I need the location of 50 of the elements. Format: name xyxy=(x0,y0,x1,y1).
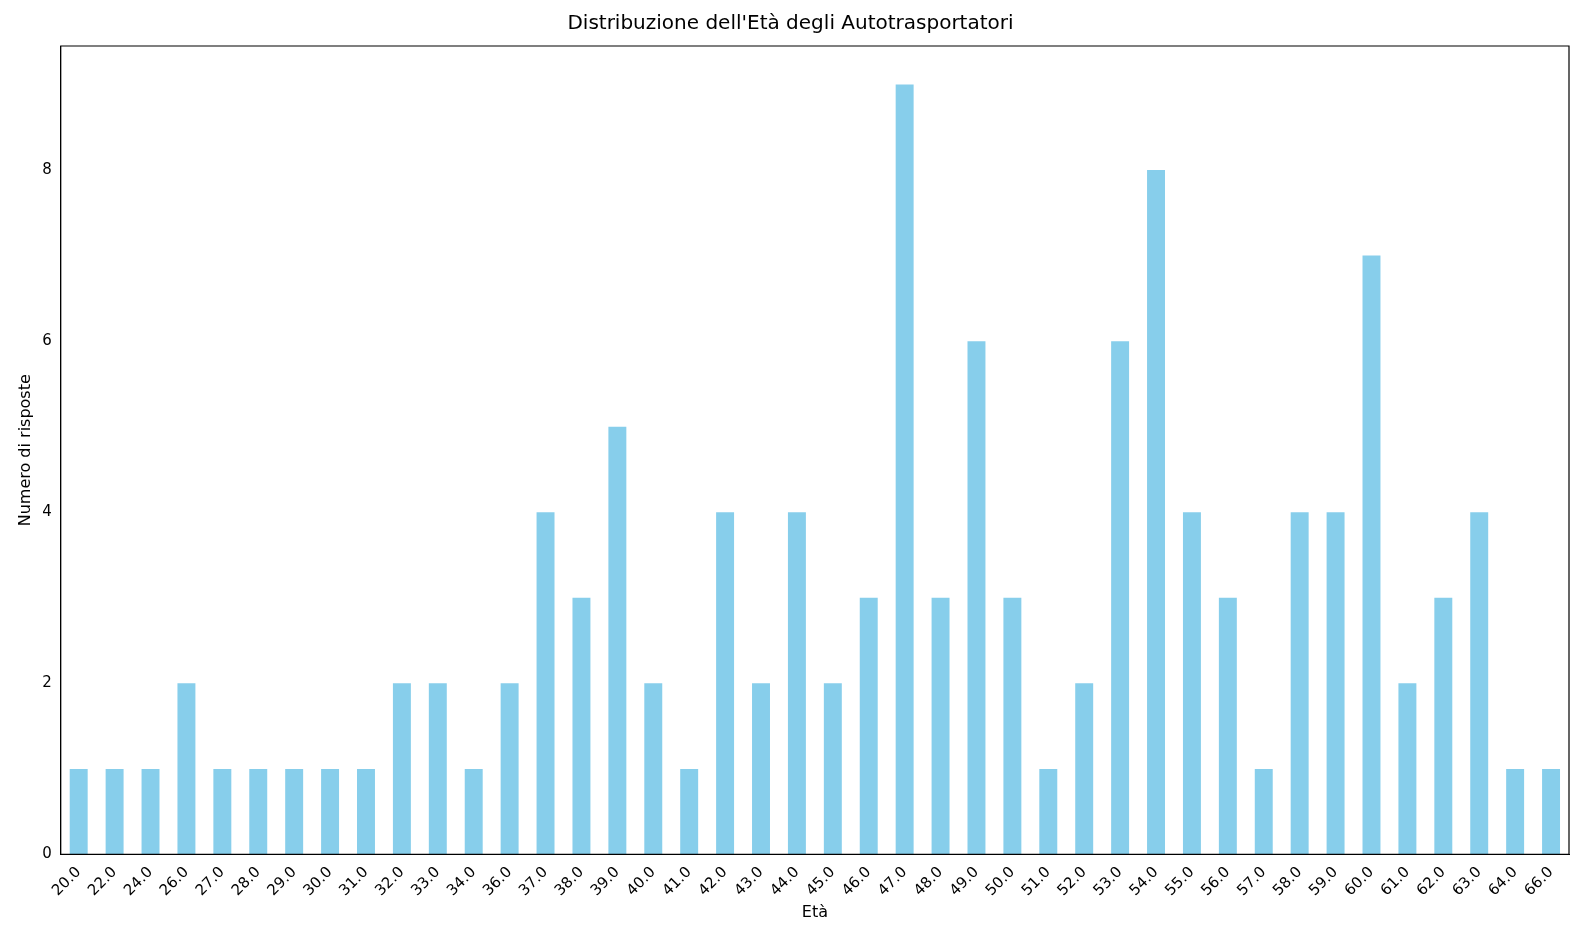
bar xyxy=(823,683,842,855)
y-tick-label: 4 xyxy=(42,502,52,521)
bar xyxy=(105,768,124,855)
bar xyxy=(285,768,304,855)
bar xyxy=(572,597,591,855)
bar xyxy=(321,768,340,855)
bar xyxy=(752,683,770,855)
bar xyxy=(428,683,447,855)
bar xyxy=(536,512,555,855)
bar xyxy=(1147,170,1165,855)
bar xyxy=(967,341,986,855)
y-axis-title: Numero di risposte xyxy=(14,374,34,527)
bar xyxy=(716,512,735,855)
bar xyxy=(69,768,88,855)
bar xyxy=(357,768,375,855)
bar xyxy=(1254,768,1273,855)
bar xyxy=(1039,768,1058,855)
bar xyxy=(1075,683,1094,855)
y-tick-label: 0 xyxy=(42,844,52,863)
x-axis-title: Età xyxy=(801,901,828,921)
bar xyxy=(1470,512,1489,855)
bar xyxy=(1362,255,1381,855)
bar xyxy=(1506,768,1525,855)
bar xyxy=(931,597,950,855)
bar xyxy=(1326,512,1345,855)
bar xyxy=(1182,512,1201,855)
bar xyxy=(680,768,699,855)
bar xyxy=(644,683,663,855)
bar xyxy=(608,426,627,855)
bar xyxy=(1218,597,1237,855)
bar xyxy=(500,683,519,855)
y-tick-label: 2 xyxy=(42,673,52,692)
bar xyxy=(859,597,878,855)
bar xyxy=(249,768,268,855)
bar xyxy=(1290,512,1309,855)
bar xyxy=(895,84,914,855)
bar xyxy=(141,768,160,855)
y-tick-label: 6 xyxy=(42,331,52,350)
bar xyxy=(464,768,483,855)
y-tick-label: 8 xyxy=(42,159,52,178)
bar xyxy=(1542,768,1561,855)
bar xyxy=(1398,683,1417,855)
bar xyxy=(213,768,232,855)
bar xyxy=(1111,341,1130,855)
bar xyxy=(1003,597,1022,855)
chart-title: Distribuzione dell'Età degli Autotrasportatori xyxy=(567,10,1014,35)
bar xyxy=(177,683,196,855)
bar xyxy=(787,512,806,855)
bar xyxy=(392,683,411,855)
bar xyxy=(1434,597,1453,855)
